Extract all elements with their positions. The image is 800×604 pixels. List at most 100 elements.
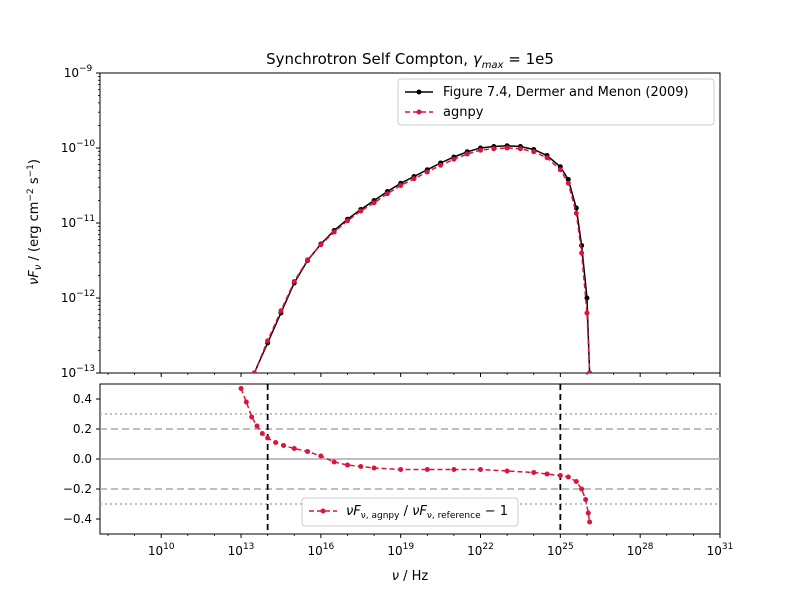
- top-series-point-1: [478, 147, 484, 153]
- bottom-series-point-0: [358, 464, 364, 469]
- bottom-series-point-0: [398, 467, 404, 472]
- top-y-tick-label: 10−11: [61, 214, 95, 230]
- chart-title: Synchrotron Self Compton, γmax = 1e5: [266, 50, 554, 71]
- bottom-series-point-0: [585, 510, 591, 516]
- top-series-point-1: [358, 208, 364, 214]
- top-series-point-1: [491, 146, 497, 152]
- top-series-line-0: [253, 145, 591, 373]
- bottom-series-group: [238, 386, 593, 525]
- top-series-point-1: [331, 229, 337, 235]
- top-series-point-1: [517, 146, 523, 152]
- bottom-series-point-0: [318, 453, 324, 459]
- top-series-point-1: [504, 145, 510, 151]
- bottom-series-point-0: [573, 479, 579, 484]
- top-series-point-1: [579, 250, 585, 256]
- top-series-point-1: [411, 176, 417, 182]
- vertical-marker-lines: [266, 384, 562, 534]
- top-series-point-1: [557, 167, 563, 173]
- top-y-tick-label: 10−12: [61, 289, 95, 305]
- top-series-point-1: [531, 149, 537, 155]
- reference-lines: [100, 413, 720, 505]
- top-series-point-1: [251, 370, 257, 373]
- bottom-series-point-0: [254, 423, 260, 429]
- bottom-series-point-0: [249, 414, 255, 420]
- bottom-legend: νFν, agnpy / νFν, reference − 1: [301, 497, 519, 527]
- bottom-series-point-0: [531, 470, 537, 475]
- bottom-y-ticks: 0.4 0.2 0.0 −0.2 −0.4: [63, 392, 100, 526]
- top-series-point-1: [573, 210, 579, 216]
- x-tick-label: 1022: [467, 542, 494, 558]
- top-series-point-1: [565, 180, 571, 186]
- bottom-y-tick-label: 0.2: [73, 422, 92, 436]
- bottom-series-point-0: [557, 473, 563, 478]
- bottom-series-point-0: [504, 468, 510, 474]
- top-legend: Figure 7.4, Dermer and Menon (2009) agnp…: [397, 78, 715, 126]
- top-y-tick-label: 10−10: [61, 139, 96, 155]
- top-y-tick-label: 10−9: [64, 64, 93, 80]
- top-x-ticks: [107, 373, 721, 377]
- top-series-point-1: [464, 151, 470, 157]
- x-tick-label: 1019: [387, 542, 414, 558]
- bottom-panel: 0.40.20.0−0.2−0.4 1010 1013 1016 1019 1022 10…: [63, 383, 734, 584]
- bottom-series-point-0: [291, 446, 297, 451]
- top-series-point-1: [371, 200, 377, 206]
- bottom-series-point-0: [344, 462, 350, 468]
- top-series-line-1: [253, 147, 591, 373]
- bottom-series-point-0: [424, 467, 430, 472]
- legend-marker-agnpy: [416, 109, 422, 115]
- top-series-point-0: [565, 177, 571, 182]
- top-series-point-1: [318, 242, 324, 248]
- bottom-series-point-0: [243, 399, 249, 405]
- top-y-ticks: 10−13 10−12 10−11 10−10 10−9: [61, 64, 100, 380]
- top-series-point-1: [265, 338, 271, 344]
- bottom-series-point-0: [565, 474, 571, 480]
- top-series-group: [251, 143, 593, 373]
- bottom-series-point-0: [451, 467, 457, 472]
- bottom-series-point-0: [371, 465, 377, 471]
- top-series-point-1: [384, 191, 390, 197]
- top-y-axis-label: νFν / (erg cm−2 s−1): [26, 159, 44, 285]
- x-tick-label: 1028: [627, 542, 654, 558]
- bottom-series-point-0: [587, 519, 593, 525]
- legend-label-ratio: νFν, agnpy / νFν, reference − 1: [346, 504, 508, 521]
- x-tick-label: 1010: [148, 542, 175, 558]
- legend-label-reference: Figure 7.4, Dermer and Menon (2009): [443, 85, 689, 100]
- top-series-point-1: [438, 162, 444, 168]
- bottom-series-point-0: [238, 386, 244, 391]
- bottom-series-point-0: [265, 435, 271, 441]
- bottom-series-point-0: [331, 459, 337, 465]
- top-panel: 10−13 10−12 10−11 10−10 10−9 νFν / (erg cm−2…: [26, 64, 721, 380]
- legend-marker-ratio: [320, 508, 326, 514]
- bottom-y-tick-label: 0.0: [73, 452, 92, 466]
- top-series-point-1: [344, 218, 350, 224]
- top-series-point-1: [587, 370, 593, 373]
- top-series-point-1: [278, 308, 284, 314]
- top-series-point-1: [398, 183, 404, 188]
- x-tick-label: 1016: [307, 542, 334, 558]
- bottom-series-point-0: [478, 467, 484, 472]
- x-tick-label: 1013: [228, 542, 255, 558]
- bottom-y-tick-label: 0.4: [73, 392, 92, 406]
- bottom-y-tick-label: −0.2: [63, 482, 92, 496]
- x-tick-label: 1025: [547, 542, 574, 558]
- bottom-series-point-0: [583, 497, 589, 502]
- bottom-y-tick-label: −0.4: [63, 512, 92, 526]
- legend-marker-reference: [416, 89, 422, 95]
- top-series-point-1: [424, 169, 430, 175]
- top-series-point-1: [451, 156, 457, 162]
- bottom-series-point-0: [259, 431, 265, 436]
- bottom-series-point-0: [281, 443, 287, 448]
- x-tick-label: 1031: [707, 542, 734, 558]
- bottom-series-point-0: [305, 449, 311, 454]
- top-y-tick-label: 10−13: [61, 364, 95, 380]
- bottom-series-point-0: [579, 486, 585, 492]
- top-series-point-1: [305, 257, 311, 263]
- top-series-point-1: [544, 155, 550, 161]
- top-series-point-1: [291, 279, 297, 284]
- legend-label-agnpy: agnpy: [443, 105, 484, 120]
- bottom-series-point-0: [273, 440, 279, 445]
- bottom-series-point-0: [544, 471, 550, 477]
- bottom-x-ticks: 1010 1013 1016 1019 1022 1025 1028 1031: [107, 534, 734, 558]
- top-series-point-1: [584, 310, 590, 316]
